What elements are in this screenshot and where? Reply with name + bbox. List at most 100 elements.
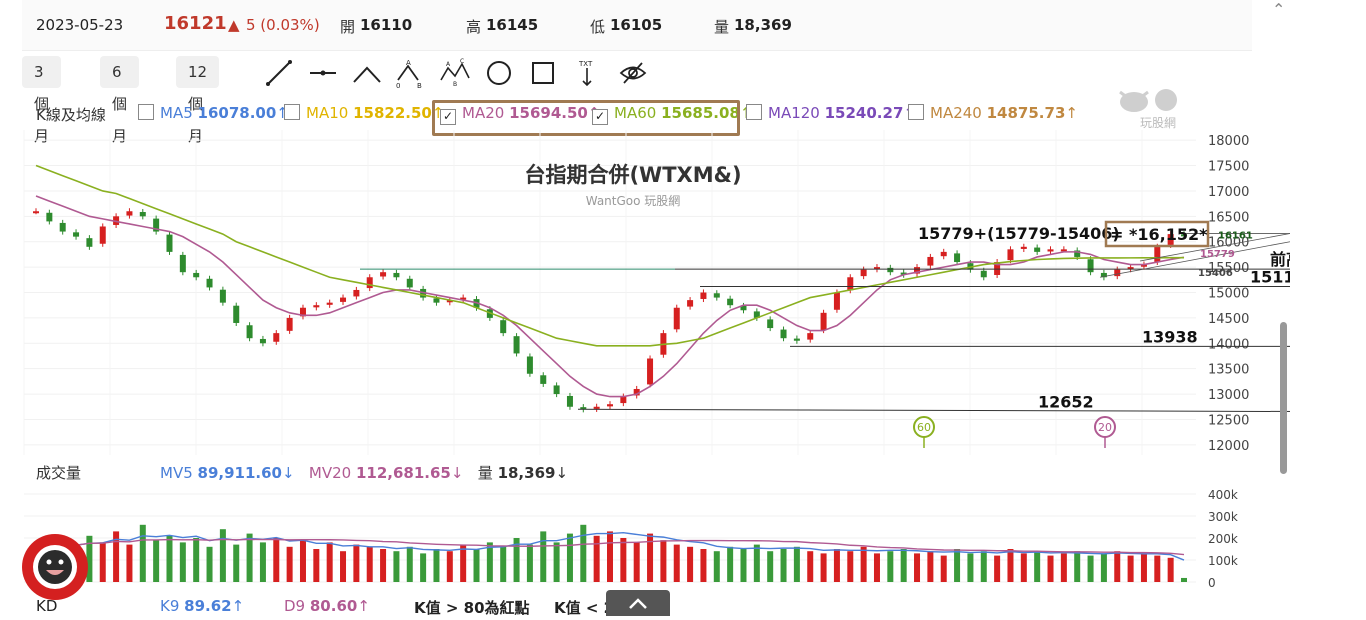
- volume-bar: [793, 546, 800, 582]
- volume-bar: [980, 551, 987, 582]
- candle-body: [433, 298, 440, 303]
- volume-bar: [193, 538, 200, 582]
- volume-bar: [1181, 577, 1187, 582]
- volume-bar: [900, 549, 907, 582]
- ma20-checkbox[interactable]: ✓: [440, 109, 456, 125]
- svg-text:0: 0: [396, 82, 400, 88]
- range-6-months-button[interactable]: 6 個月: [100, 56, 139, 145]
- trend-line-tool-icon[interactable]: [264, 58, 294, 88]
- volume-legend: MV5 89,911.60↓ MV20 112,681.65↓ 量 18,369…: [160, 464, 569, 482]
- volume-bar: [380, 549, 387, 582]
- candle-body: [326, 302, 333, 305]
- collapse-chevron-icon[interactable]: ⌃: [1272, 0, 1286, 19]
- price-chart[interactable]: 1200012500130001350014000145001500015500…: [0, 130, 1366, 455]
- range-12-months-button[interactable]: 12 個月: [176, 56, 220, 145]
- k9-value: 89.62: [184, 597, 232, 615]
- volume-bar: [1087, 555, 1094, 582]
- candle-body: [299, 307, 306, 317]
- volume-bar: [593, 535, 600, 582]
- d9-name: D9: [284, 597, 306, 615]
- volume-bar: [1020, 553, 1027, 582]
- candle-body: [153, 218, 160, 232]
- ma60-toggle[interactable]: ✓MA60 15685.08↑: [592, 104, 752, 125]
- kd-title: KD: [36, 597, 58, 615]
- y-tick-label: 16500: [1208, 210, 1249, 225]
- horizontal-line-tool-icon[interactable]: [308, 58, 338, 88]
- volume-bar: [353, 544, 360, 582]
- candle-body: [193, 272, 200, 278]
- candle-body: [1167, 234, 1174, 245]
- svg-text:C: C: [460, 58, 464, 65]
- chat-mascot-icon: [33, 545, 77, 589]
- volume-bar: [566, 533, 573, 582]
- volume-bar: [299, 540, 306, 582]
- candle-body: [1127, 267, 1134, 270]
- volume-y-tick: 0: [1208, 576, 1216, 588]
- chat-button[interactable]: [22, 534, 88, 600]
- candle-body: [99, 226, 106, 244]
- range-3-months-button[interactable]: 3 個月: [22, 56, 61, 145]
- volume-bar: [99, 542, 106, 582]
- mv5-name: MV5: [160, 464, 193, 482]
- candle-body: [833, 292, 840, 310]
- candle-body: [1100, 272, 1107, 278]
- candle-body: [86, 238, 93, 247]
- candle-body: [580, 407, 587, 410]
- volume-bar: [687, 546, 694, 582]
- candle-body: [286, 317, 293, 331]
- vertical-scrollbar[interactable]: [1280, 322, 1287, 474]
- candle-body: [1007, 249, 1014, 261]
- label-12652: 12652: [1038, 393, 1094, 412]
- wave-count-tool-icon[interactable]: A C B: [440, 58, 470, 88]
- candle-body: [353, 289, 360, 297]
- abc-wave-tool-icon[interactable]: 0 A B: [396, 58, 426, 88]
- volume-bar: [767, 551, 774, 582]
- ma60-checkbox[interactable]: ✓: [592, 109, 608, 125]
- chart-watermark: WantGoo 玩股網: [586, 194, 681, 208]
- hide-eye-icon[interactable]: [618, 58, 648, 88]
- candle-body: [393, 272, 400, 278]
- bull-logo-icon: [1119, 89, 1177, 112]
- d9-value: 80.60: [309, 597, 358, 615]
- volume-y-tick: 300k: [1208, 510, 1238, 524]
- ma5-toggle[interactable]: MA5 16078.00↑: [138, 104, 289, 122]
- ma120-toggle[interactable]: MA120 15240.27↑: [746, 104, 916, 122]
- candle-body: [780, 329, 787, 339]
- wantgoo-logo: 玩股網: [1114, 86, 1184, 130]
- candle-body: [233, 305, 240, 323]
- ma-highlight-box: [432, 100, 740, 136]
- volume-bar: [113, 531, 120, 582]
- vol-name: 量: [477, 464, 493, 482]
- candle-body: [994, 262, 1001, 275]
- candle-body: [1034, 247, 1041, 252]
- candle-body: [647, 358, 654, 385]
- volume-bar: [139, 524, 146, 582]
- circle-tool-icon[interactable]: [484, 58, 514, 88]
- candle-body: [1181, 234, 1187, 237]
- text-tool-icon[interactable]: TXT: [572, 58, 602, 88]
- ma240-checkbox[interactable]: [908, 104, 924, 120]
- candle-body: [1074, 250, 1081, 257]
- rectangle-tool-icon[interactable]: [528, 58, 558, 88]
- volume-bar: [153, 540, 160, 582]
- svg-text:B: B: [453, 81, 457, 88]
- ma240-toggle[interactable]: MA240 14875.73↑: [908, 104, 1078, 122]
- ma10-checkbox[interactable]: [284, 104, 300, 120]
- right-gutter: [1290, 0, 1366, 616]
- volume-bar: [580, 524, 587, 582]
- ma120-checkbox[interactable]: [746, 104, 762, 120]
- scroll-up-button[interactable]: [606, 590, 670, 616]
- volume-bar: [1047, 555, 1054, 582]
- volume-bar: [927, 551, 934, 582]
- ma20-marker-label: 20: [1098, 421, 1112, 434]
- candle-body: [954, 253, 961, 263]
- candle-body: [139, 212, 146, 217]
- volume-chart[interactable]: 0 100k 200k 300k 400k: [0, 486, 1290, 588]
- volume-bar: [273, 538, 280, 582]
- mv5-value: 89,911.60: [197, 464, 282, 482]
- candle-body: [793, 338, 800, 341]
- ma10-toggle[interactable]: MA10 15822.50↑: [284, 104, 444, 122]
- volume-label: 量: [714, 18, 730, 36]
- ma5-checkbox[interactable]: [138, 104, 154, 120]
- angle-line-tool-icon[interactable]: [352, 58, 382, 88]
